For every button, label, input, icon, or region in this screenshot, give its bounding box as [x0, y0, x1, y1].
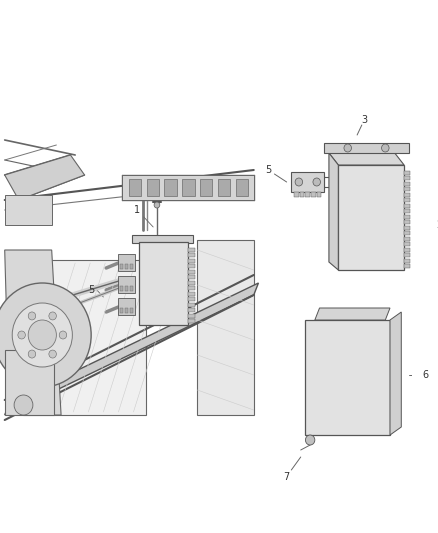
Polygon shape [182, 179, 194, 196]
Text: 5: 5 [88, 285, 94, 295]
Polygon shape [390, 312, 401, 435]
Bar [404, 176, 410, 180]
Bar [404, 192, 410, 197]
Circle shape [28, 320, 57, 350]
Circle shape [381, 144, 389, 152]
Circle shape [12, 303, 72, 367]
Bar [130, 308, 133, 313]
Bar [118, 298, 135, 315]
Bar [404, 204, 410, 207]
Bar [404, 209, 410, 213]
Bar [188, 319, 195, 323]
Bar [404, 182, 410, 185]
Bar [300, 192, 304, 197]
Polygon shape [129, 179, 141, 196]
Bar [125, 264, 128, 269]
Bar [5, 195, 52, 225]
Polygon shape [236, 179, 248, 196]
Bar [188, 297, 195, 301]
Bar [120, 264, 123, 269]
Text: 5: 5 [266, 165, 272, 175]
Polygon shape [200, 179, 212, 196]
Polygon shape [338, 165, 404, 270]
Bar [294, 192, 299, 197]
Bar [404, 225, 410, 230]
Polygon shape [147, 179, 159, 196]
Bar [120, 286, 123, 291]
Circle shape [28, 312, 36, 320]
Bar [188, 270, 195, 273]
Bar [188, 292, 195, 295]
Bar [125, 308, 128, 313]
Circle shape [49, 350, 57, 358]
Bar [188, 280, 195, 285]
Circle shape [59, 331, 67, 339]
Polygon shape [139, 242, 188, 325]
Text: 2: 2 [437, 220, 438, 230]
Polygon shape [218, 179, 230, 196]
Circle shape [305, 435, 315, 445]
Bar [404, 187, 410, 191]
Bar [118, 254, 135, 271]
Bar [188, 313, 195, 318]
Polygon shape [5, 283, 258, 415]
Polygon shape [5, 250, 61, 415]
Bar [188, 286, 195, 290]
Bar [305, 192, 310, 197]
Text: 1: 1 [134, 205, 140, 215]
Circle shape [0, 283, 91, 387]
Polygon shape [198, 240, 254, 415]
Text: 3: 3 [362, 115, 367, 125]
Bar [130, 264, 133, 269]
Polygon shape [164, 179, 177, 196]
Polygon shape [24, 260, 146, 415]
Bar [404, 171, 410, 174]
Circle shape [14, 395, 33, 415]
Bar [404, 242, 410, 246]
Polygon shape [329, 153, 338, 270]
Bar [404, 259, 410, 262]
Bar [188, 259, 195, 262]
Polygon shape [324, 143, 409, 153]
Circle shape [295, 178, 303, 186]
Bar [404, 231, 410, 235]
Bar [404, 220, 410, 224]
Polygon shape [122, 175, 254, 200]
Bar [404, 198, 410, 202]
Bar [188, 303, 195, 306]
Circle shape [344, 144, 351, 152]
Bar [188, 247, 195, 252]
Bar [5, 350, 53, 415]
Bar [120, 308, 123, 313]
Polygon shape [315, 308, 390, 320]
Polygon shape [305, 320, 390, 435]
Bar [404, 247, 410, 252]
Bar [404, 237, 410, 240]
Polygon shape [329, 153, 404, 165]
Bar [188, 308, 195, 312]
Bar [125, 286, 128, 291]
Bar [317, 192, 321, 197]
Polygon shape [5, 155, 85, 200]
Bar [404, 264, 410, 268]
Bar [118, 276, 135, 293]
Polygon shape [291, 172, 324, 192]
Text: 6: 6 [423, 370, 429, 380]
Bar [188, 253, 195, 257]
Bar [404, 253, 410, 257]
Bar [404, 214, 410, 219]
Bar [311, 192, 316, 197]
Bar [188, 275, 195, 279]
Circle shape [313, 178, 321, 186]
Circle shape [18, 331, 25, 339]
Circle shape [154, 202, 160, 208]
Bar [188, 264, 195, 268]
Bar [130, 286, 133, 291]
Polygon shape [131, 235, 193, 243]
Circle shape [49, 312, 57, 320]
Text: 7: 7 [283, 472, 290, 482]
Circle shape [28, 350, 36, 358]
Text: 1: 1 [437, 205, 438, 215]
